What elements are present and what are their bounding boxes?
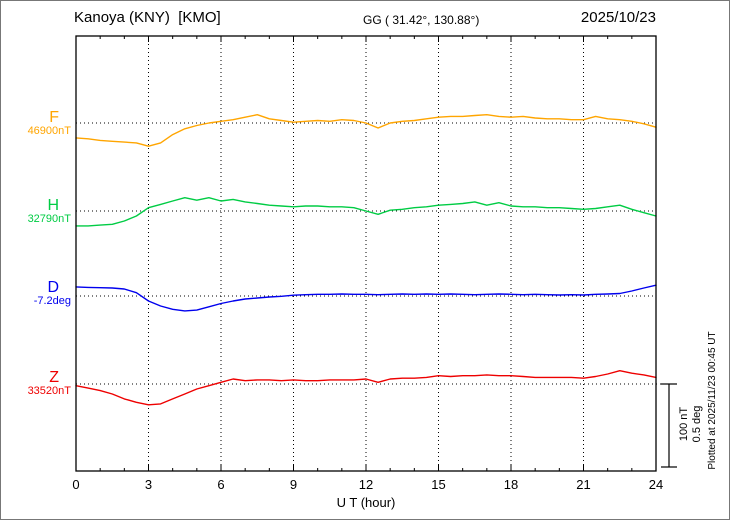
station-title: Kanoya (KNY) [KMO] [74, 9, 221, 26]
component-baseline-value-d: -7.2deg [33, 295, 71, 307]
trace-D [75, 284, 657, 312]
component-label-h: H [47, 197, 59, 214]
component-label-f: F [49, 109, 59, 126]
component-baseline-value-f: 46900nT [27, 125, 71, 137]
x-axis-label: U T (hour) [336, 495, 396, 510]
plotted-timestamp: Plotted at 2025/11/23 00:45 UT [707, 331, 718, 470]
scalebar-nt-label: 100 nT [678, 406, 690, 442]
geo-coordinates: GG ( 31.42°, 130.88°) [363, 13, 480, 27]
trace-F [75, 113, 657, 147]
trace-Z [75, 370, 657, 406]
trace-H [75, 196, 657, 227]
component-label-z: Z [49, 369, 59, 386]
scalebar-deg-label: 0.5 deg [691, 405, 703, 443]
plot-border [75, 35, 657, 472]
plot-date: 2025/10/23 [580, 9, 656, 26]
component-baseline-value-h: 32790nT [27, 213, 71, 225]
component-label-d: D [47, 279, 59, 296]
component-baseline-value-z: 33520nT [27, 385, 71, 397]
